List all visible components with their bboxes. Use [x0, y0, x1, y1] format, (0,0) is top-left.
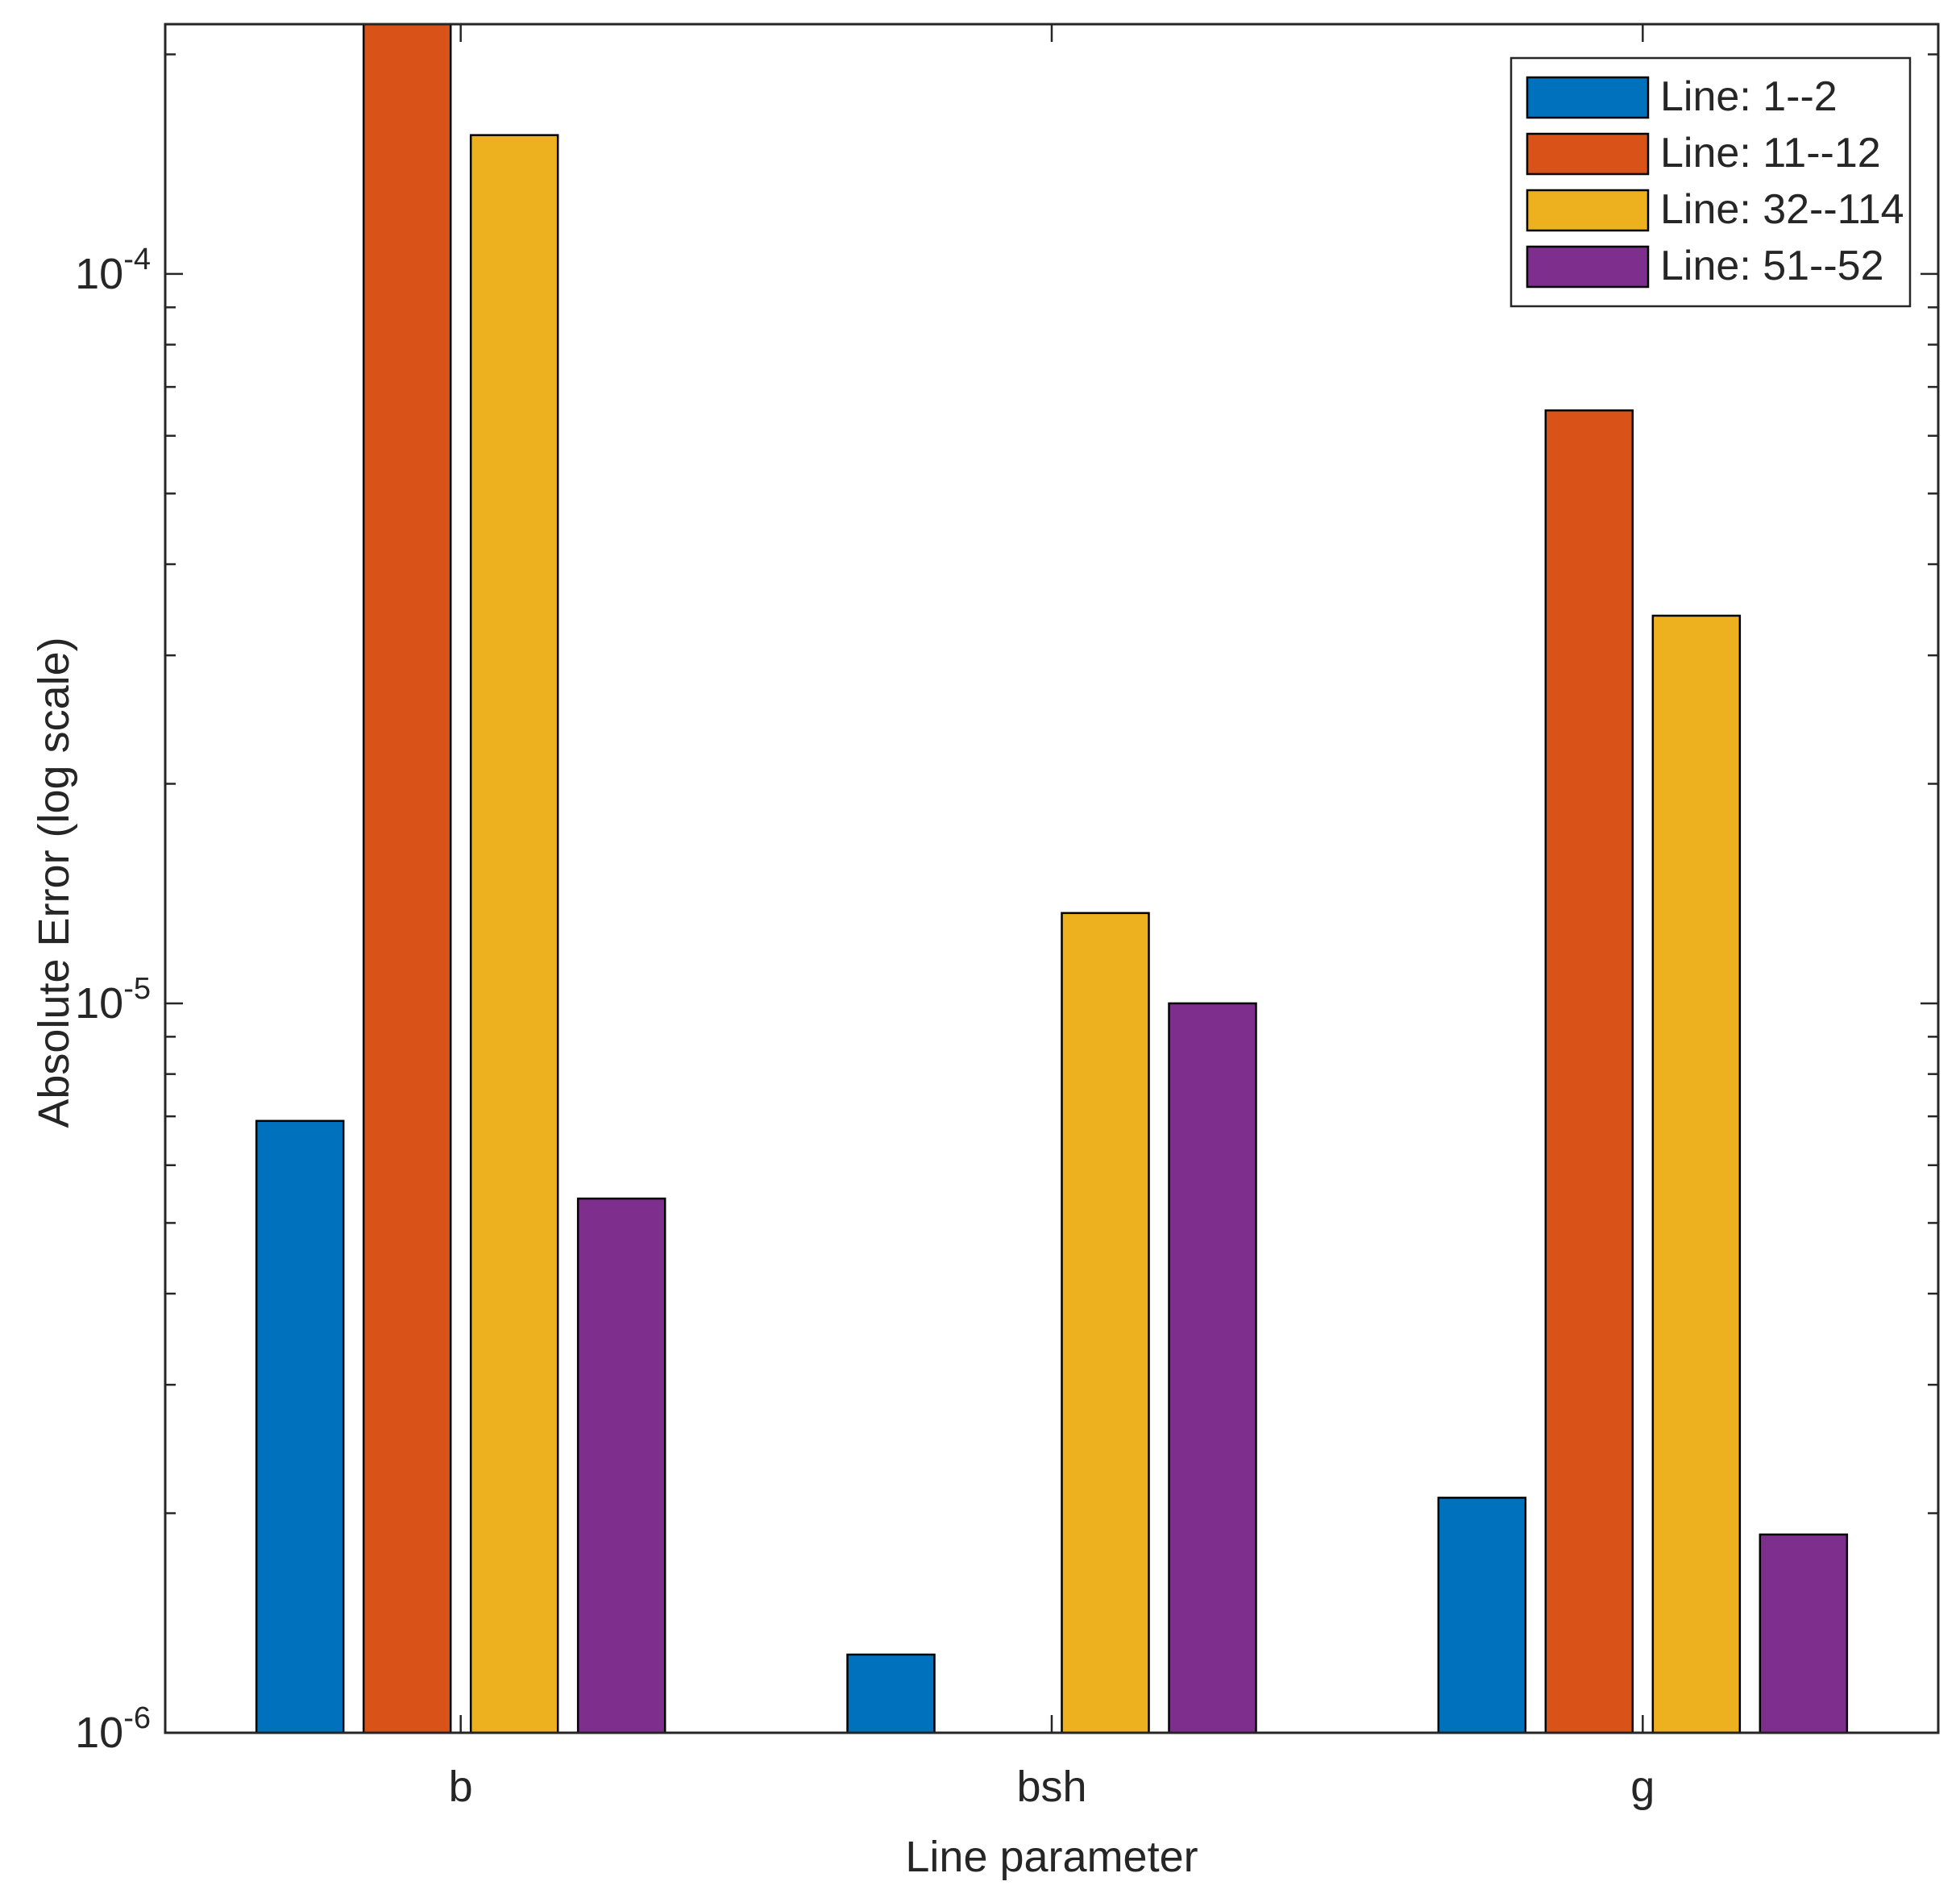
- y-axis-label: Absolute Error (log scale): [30, 637, 78, 1128]
- y-tick-label-exponent: -6: [123, 1701, 151, 1735]
- x-tick-label-bsh: bsh: [1016, 1763, 1086, 1811]
- bar-b-series-3: [469, 134, 559, 1734]
- x-tick-label-g: g: [1630, 1763, 1655, 1811]
- bar-bsh-series-4: [1168, 1002, 1257, 1734]
- legend-label-1: Line: 1--2: [1660, 73, 1838, 120]
- legend-swatch-4: [1526, 245, 1650, 289]
- bar-b-series-2: [362, 23, 452, 1734]
- legend-swatch-2: [1526, 132, 1650, 176]
- bar-b-series-4: [576, 1197, 666, 1734]
- bar-g-series-1: [1437, 1497, 1527, 1734]
- y-tick-label-exponent: -4: [123, 243, 151, 276]
- bar-g-series-3: [1651, 614, 1742, 1734]
- bar-bsh-series-3: [1061, 912, 1150, 1734]
- legend-label-3: Line: 32--114: [1660, 186, 1904, 233]
- legend-label-2: Line: 11--12: [1660, 130, 1881, 177]
- y-tick-label-base: 10: [75, 979, 123, 1028]
- y-tick-label-exponent: -5: [123, 972, 151, 1006]
- y-tick-label: 10-5: [75, 972, 151, 1028]
- bar-bsh-series-1: [846, 1653, 936, 1734]
- y-tick-label-base: 10: [75, 1709, 123, 1757]
- x-axis-label: Line parameter: [905, 1833, 1198, 1881]
- bar-b-series-1: [255, 1119, 345, 1734]
- plot-area: b bsh g10-610-510-4: [75, 23, 1940, 1811]
- y-tick-label: 10-6: [75, 1701, 151, 1757]
- bar-g-series-2: [1544, 409, 1634, 1734]
- y-tick-label-base: 10: [75, 250, 123, 298]
- axes-frame: [164, 23, 1940, 1734]
- axes-background: [165, 24, 1938, 1733]
- legend-label-4: Line: 51--52: [1660, 243, 1884, 289]
- legend-swatch-1: [1526, 76, 1650, 119]
- bar-g-series-4: [1759, 1533, 1849, 1734]
- legend-swatch-3: [1526, 189, 1650, 232]
- legend: Line: 1--2 Line: 11--12 Line: 32--114 Line:…: [1509, 56, 1912, 308]
- x-tick-label-b: b: [449, 1763, 473, 1811]
- y-tick-label: 10-4: [75, 243, 151, 298]
